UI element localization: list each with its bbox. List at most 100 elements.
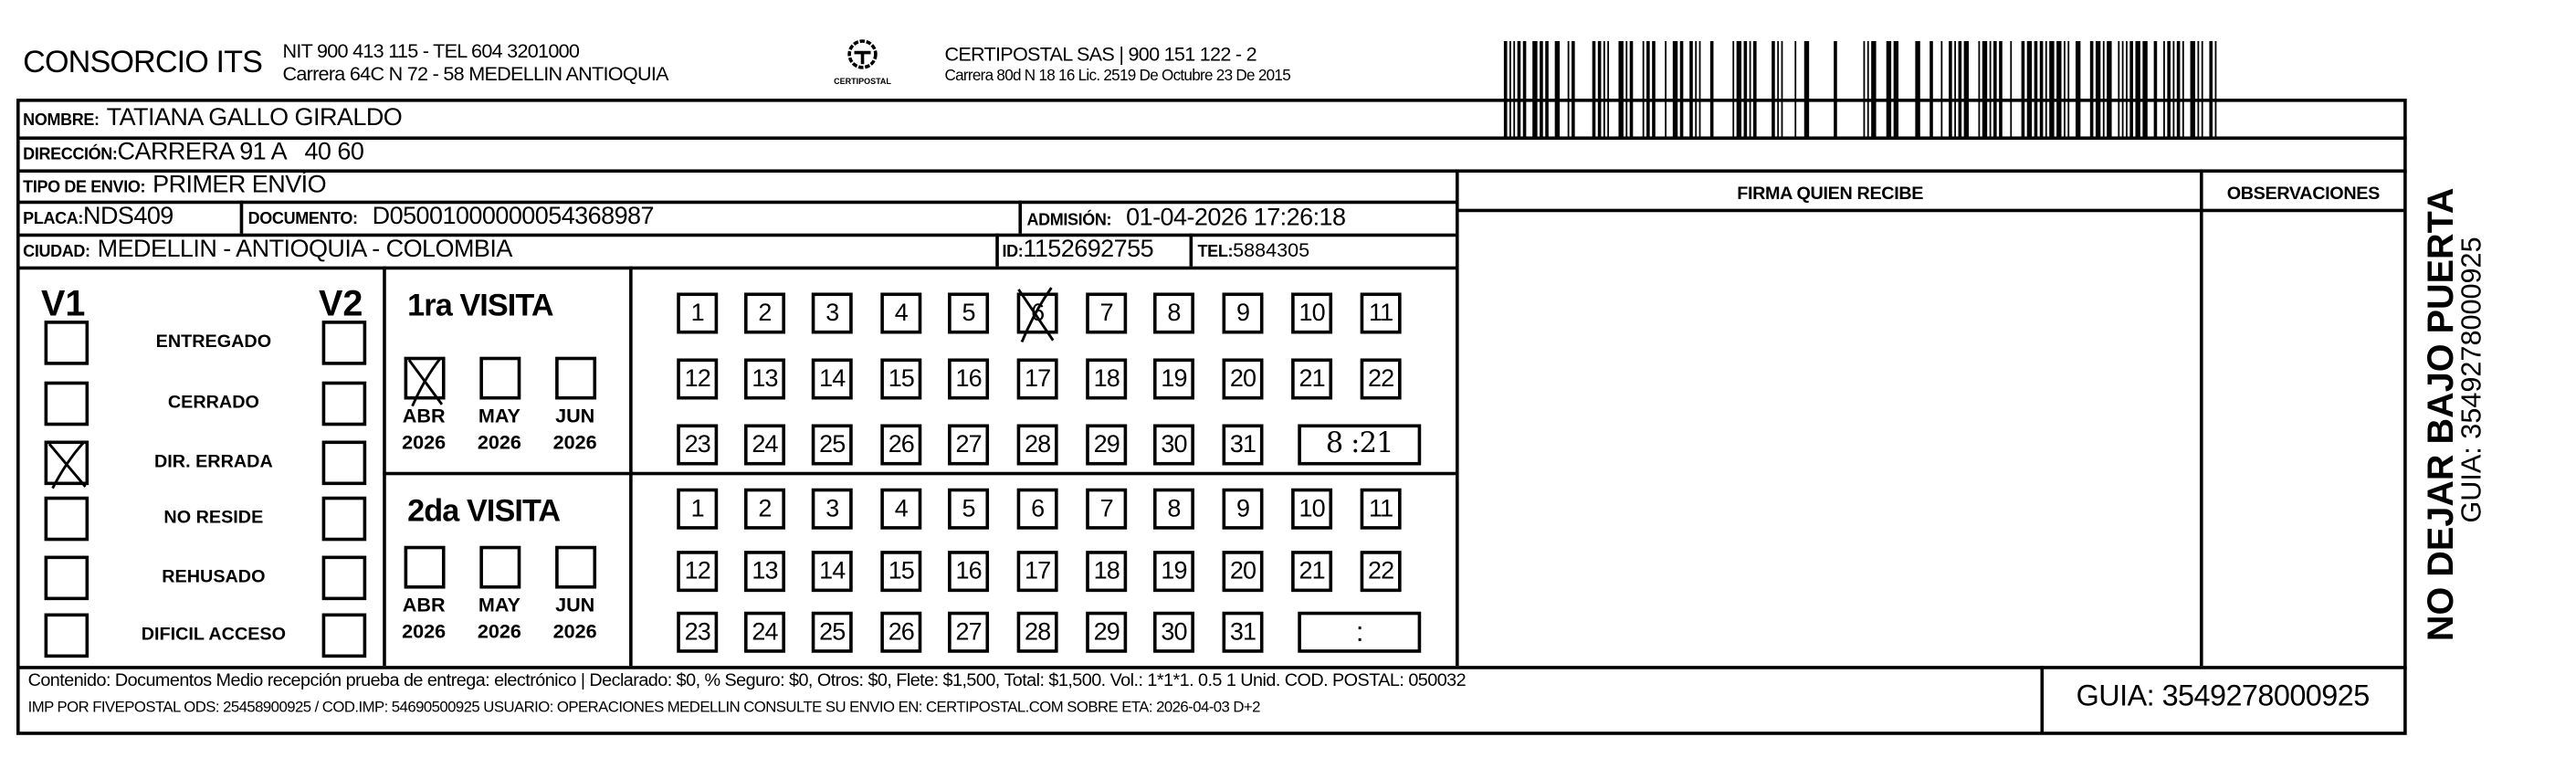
footer-content: Contenido: Documentos Medio recepción pr… (27, 670, 1467, 691)
day-box[interactable]: 4 (880, 292, 922, 334)
day-box[interactable]: 6 (1016, 488, 1058, 530)
v1-checkbox[interactable] (44, 381, 89, 426)
month-checkbox[interactable] (404, 356, 446, 400)
day-box[interactable]: 29 (1086, 424, 1128, 466)
day-box[interactable]: 7 (1086, 488, 1128, 530)
day-box[interactable]: 23 (677, 611, 719, 653)
day-box[interactable]: 22 (1360, 551, 1402, 593)
day-box[interactable]: 8 (1152, 292, 1194, 334)
month-checkbox[interactable] (479, 356, 521, 400)
v1-checkbox[interactable] (44, 613, 89, 658)
day-box[interactable]: 8 (1152, 488, 1194, 530)
day-box[interactable]: 17 (1016, 551, 1058, 593)
day-box[interactable]: 26 (880, 611, 922, 653)
day-box[interactable]: 25 (811, 611, 853, 653)
side-text: NO DEJAR BAJO PUERTA GUIA: 3549278000925 (2420, 187, 2487, 641)
barcode-bar (1772, 41, 1775, 139)
day-box[interactable]: 24 (743, 611, 785, 653)
month-checkbox[interactable] (555, 356, 597, 400)
day-box[interactable]: 1 (677, 292, 719, 334)
v2-checkbox[interactable] (321, 496, 367, 542)
day-box[interactable]: 5 (948, 292, 990, 334)
v1-checkbox[interactable] (44, 440, 89, 486)
v2-checkbox[interactable] (321, 440, 367, 486)
day-box[interactable]: 24 (743, 424, 785, 466)
day-box[interactable]: 18 (1086, 358, 1128, 400)
day-box[interactable]: 28 (1016, 424, 1058, 466)
day-box[interactable]: 2 (743, 292, 785, 334)
time-box[interactable]: 8 :21 (1298, 424, 1422, 466)
day-box[interactable]: 11 (1360, 292, 1402, 334)
day-box[interactable]: 14 (811, 358, 853, 400)
day-box[interactable]: 31 (1222, 611, 1264, 653)
day-box[interactable]: 4 (880, 488, 922, 530)
day-box[interactable]: 22 (1360, 358, 1402, 400)
status-label: REHUSADO (162, 567, 266, 587)
day-box[interactable]: 16 (948, 551, 990, 593)
day-box[interactable]: 5 (948, 488, 990, 530)
visit-title: 2da VISITA (407, 494, 561, 530)
day-box[interactable]: 11 (1360, 488, 1402, 530)
firma-signature-area[interactable] (1460, 212, 2198, 664)
barcode-bar (1863, 41, 1866, 139)
day-box[interactable]: 3 (811, 292, 853, 334)
v2-checkbox[interactable] (321, 321, 367, 365)
barcode-bar (1982, 41, 1988, 139)
time-box[interactable]: : (1298, 611, 1422, 653)
v2-checkbox[interactable] (321, 613, 367, 658)
day-box[interactable]: 15 (880, 551, 922, 593)
day-box[interactable]: 28 (1016, 611, 1058, 653)
v1-checkbox[interactable] (44, 555, 89, 601)
v1-checkbox[interactable] (44, 496, 89, 542)
visit-title: 1ra VISITA (407, 289, 553, 324)
day-box[interactable]: 7 (1086, 292, 1128, 334)
v1-checkbox[interactable] (44, 321, 89, 365)
day-box[interactable]: 17 (1016, 358, 1058, 400)
day-box[interactable]: 19 (1152, 551, 1194, 593)
day-box[interactable]: 27 (948, 424, 990, 466)
day-box[interactable]: 2 (743, 488, 785, 530)
day-box[interactable]: 19 (1152, 358, 1194, 400)
day-box[interactable]: 20 (1222, 358, 1264, 400)
day-box[interactable]: 12 (677, 551, 719, 593)
day-box[interactable]: 20 (1222, 551, 1264, 593)
v2-label: V2 (319, 282, 363, 324)
barcode-bar (1752, 41, 1757, 139)
month-label: MAY (478, 593, 520, 617)
day-box[interactable]: 18 (1086, 551, 1128, 593)
observaciones-area[interactable] (2204, 212, 2402, 664)
day-box[interactable]: 1 (677, 488, 719, 530)
month-checkbox[interactable] (555, 545, 597, 589)
day-box[interactable]: 9 (1222, 292, 1264, 334)
day-box[interactable]: 10 (1291, 488, 1333, 530)
day-box[interactable]: 30 (1152, 611, 1194, 653)
day-box[interactable]: 14 (811, 551, 853, 593)
day-box[interactable]: 13 (743, 358, 785, 400)
day-box[interactable]: 21 (1291, 551, 1333, 593)
day-box[interactable]: 26 (880, 424, 922, 466)
day-box[interactable]: 25 (811, 424, 853, 466)
day-box[interactable]: 3 (811, 488, 853, 530)
day-box[interactable]: 12 (677, 358, 719, 400)
day-box[interactable]: 6 (1016, 292, 1058, 334)
v2-checkbox[interactable] (321, 381, 367, 426)
day-box[interactable]: 10 (1291, 292, 1333, 334)
day-box[interactable]: 30 (1152, 424, 1194, 466)
month-checkbox[interactable] (404, 545, 446, 589)
day-box[interactable]: 9 (1222, 488, 1264, 530)
v2-checkbox[interactable] (321, 555, 367, 601)
day-box[interactable]: 31 (1222, 424, 1264, 466)
day-box[interactable]: 21 (1291, 358, 1333, 400)
day-box[interactable]: 27 (948, 611, 990, 653)
divider (16, 666, 2407, 669)
barcode-bar (1629, 41, 1634, 139)
day-box[interactable]: 23 (677, 424, 719, 466)
day-box[interactable]: 16 (948, 358, 990, 400)
day-box[interactable]: 13 (743, 551, 785, 593)
day-box[interactable]: 29 (1086, 611, 1128, 653)
barcode-icon (1503, 41, 2217, 139)
month-checkbox[interactable] (479, 545, 521, 589)
day-box[interactable]: 15 (880, 358, 922, 400)
tipo-envio-field: TIPO DE ENVIO: PRIMER ENVÍO (23, 171, 326, 204)
